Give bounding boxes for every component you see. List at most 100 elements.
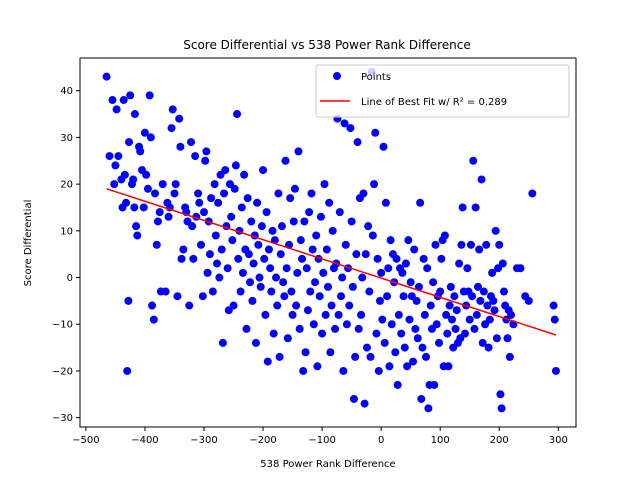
data-point — [210, 180, 219, 189]
data-point — [484, 343, 493, 352]
data-point — [274, 189, 283, 198]
data-point — [308, 245, 317, 254]
data-point — [249, 259, 258, 268]
data-point — [381, 198, 390, 207]
data-point — [130, 110, 139, 119]
data-point — [253, 198, 262, 207]
data-point — [179, 245, 188, 254]
data-point — [378, 315, 387, 324]
data-point — [470, 324, 479, 333]
data-point — [372, 329, 381, 338]
data-point — [290, 184, 299, 193]
data-point — [497, 404, 506, 413]
data-point — [188, 222, 197, 231]
data-point — [320, 180, 329, 189]
data-point — [334, 310, 343, 319]
data-point — [139, 203, 148, 212]
data-point — [397, 329, 406, 338]
x-tick-label: 200 — [490, 435, 509, 446]
data-point — [263, 357, 272, 366]
data-point — [394, 310, 403, 319]
data-point — [472, 310, 481, 319]
legend-label-fit-line: Line of Best Fit w/ R² = 0.289 — [361, 97, 507, 108]
data-point — [420, 310, 429, 319]
data-point — [358, 273, 367, 282]
data-point — [503, 334, 512, 343]
data-point — [238, 268, 247, 277]
data-point — [171, 180, 180, 189]
data-point — [277, 222, 286, 231]
data-point — [335, 208, 344, 217]
data-point — [458, 203, 467, 212]
data-point — [281, 156, 290, 165]
data-point — [195, 198, 204, 207]
data-point — [436, 287, 445, 296]
data-point — [430, 380, 439, 389]
data-point — [158, 180, 167, 189]
data-point — [341, 240, 350, 249]
legend-box — [315, 64, 570, 118]
data-point — [202, 147, 211, 156]
data-point — [244, 250, 253, 259]
data-point — [346, 124, 355, 133]
data-point — [283, 334, 292, 343]
data-point — [152, 240, 161, 249]
data-point — [482, 240, 491, 249]
data-point — [380, 338, 389, 347]
data-point — [455, 259, 464, 268]
data-point — [237, 203, 246, 212]
data-point — [495, 240, 504, 249]
y-tick-label: 30 — [60, 133, 73, 144]
data-point — [260, 254, 269, 263]
data-point — [362, 343, 371, 352]
data-point — [442, 310, 451, 319]
data-point — [295, 324, 304, 333]
data-point — [145, 91, 154, 100]
data-point — [168, 105, 177, 114]
data-point — [339, 366, 348, 375]
data-point — [108, 96, 117, 105]
data-point — [429, 278, 438, 287]
data-point — [412, 296, 421, 305]
data-point — [124, 296, 133, 305]
data-point — [261, 310, 270, 319]
data-point — [132, 222, 141, 231]
data-point — [251, 338, 260, 347]
data-point — [489, 296, 498, 305]
y-tick-label: 0 — [67, 273, 73, 284]
data-point — [282, 264, 291, 273]
data-point — [437, 254, 446, 263]
data-point — [440, 231, 449, 240]
data-point — [217, 245, 226, 254]
data-point — [319, 268, 328, 277]
data-point — [215, 273, 224, 282]
data-point — [463, 264, 472, 273]
data-point — [418, 343, 427, 352]
data-point — [229, 301, 238, 310]
data-point — [524, 296, 533, 305]
x-tick-label: −300 — [190, 435, 217, 446]
data-point — [432, 320, 441, 329]
data-point — [275, 352, 284, 361]
data-point — [313, 362, 322, 371]
data-point — [373, 254, 382, 263]
x-tick-label: 100 — [431, 435, 450, 446]
data-point — [143, 184, 152, 193]
legend: Points Line of Best Fit w/ R² = 0.289 — [315, 64, 570, 118]
data-point — [123, 366, 132, 375]
data-point — [120, 170, 129, 179]
data-point — [148, 301, 157, 310]
data-point — [315, 292, 324, 301]
data-point — [170, 189, 179, 198]
y-tick-label: −20 — [52, 366, 73, 377]
data-point — [280, 292, 289, 301]
y-tick-label: 20 — [60, 180, 73, 191]
data-point — [302, 264, 311, 273]
data-point — [230, 184, 239, 193]
data-point — [370, 180, 379, 189]
data-point — [130, 203, 139, 212]
data-point — [167, 124, 176, 133]
data-point — [243, 194, 252, 203]
data-point — [306, 287, 315, 296]
